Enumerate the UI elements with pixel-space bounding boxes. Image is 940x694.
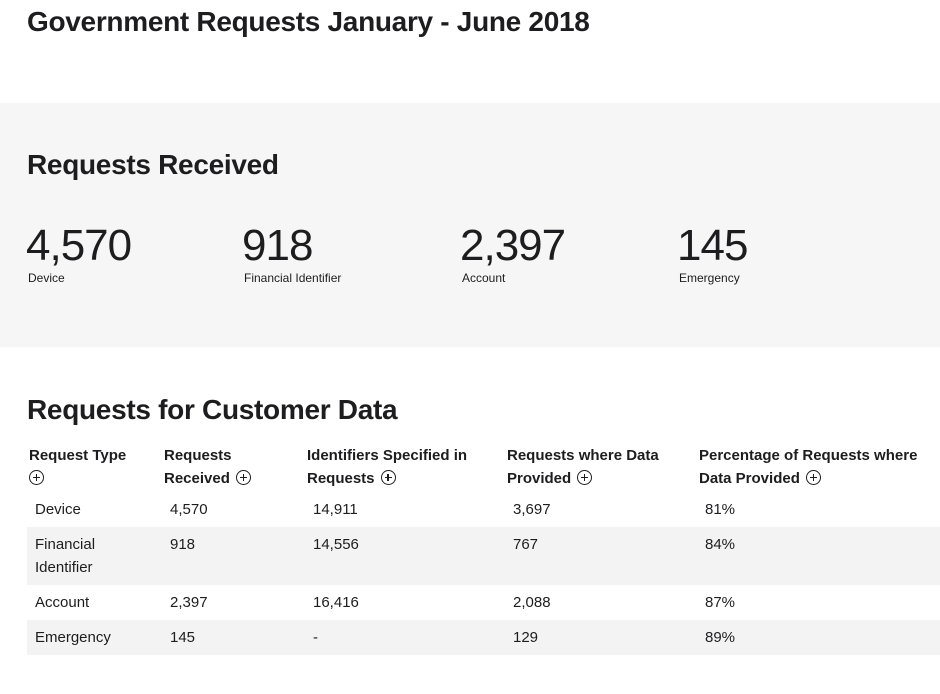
column-header-label: Percentage of Requests where Data Provid… <box>699 447 918 487</box>
plus-circle-icon[interactable] <box>806 470 822 485</box>
stat-label: Financial Identifier <box>244 271 342 285</box>
table-row: Financial Identifier 918 14,556 767 84% <box>27 527 940 585</box>
column-header-percentage: Percentage of Requests where Data Provid… <box>697 440 940 492</box>
column-header-label: Request Type <box>29 447 127 464</box>
column-header-label: Identifiers Specified in Requests <box>307 447 468 487</box>
plus-circle-icon[interactable] <box>236 470 252 485</box>
column-header-requests-received: Requests Received <box>162 440 305 492</box>
table-row: Device 4,570 14,911 3,697 81% <box>27 492 940 527</box>
stat-label: Device <box>28 271 65 285</box>
stat-value: 918 <box>242 221 313 270</box>
column-header-request-type: Request Type <box>27 440 162 492</box>
stat-value: 2,397 <box>460 221 566 270</box>
customer-data-title: Requests for Customer Data <box>27 394 398 425</box>
stat-value: 4,570 <box>26 221 132 270</box>
plus-circle-icon[interactable] <box>29 470 44 485</box>
stat-emergency: 145 Emergency <box>677 221 748 285</box>
column-header-identifiers-specified: Identifiers Specified in Requests <box>305 440 505 492</box>
cell-percentage: 81% <box>705 501 736 518</box>
table-row: Account 2,397 16,416 2,088 87% <box>27 585 940 620</box>
stat-value: 145 <box>677 221 748 270</box>
cell-percentage: 89% <box>697 620 940 655</box>
page-title: Government Requests January - June 2018 <box>27 6 590 37</box>
cell-request-type: Emergency <box>27 620 162 655</box>
table-header-row: Request Type Requests Received Identifie… <box>27 440 940 492</box>
cell-identifiers-specified: 14,911 <box>313 501 358 518</box>
customer-data-table: Request Type Requests Received Identifie… <box>27 440 940 655</box>
column-header-label: Requests Received <box>164 447 232 487</box>
cell-percentage: 87% <box>705 594 736 611</box>
cell-requests-received: 2,397 <box>170 594 208 611</box>
requests-received-section: Requests Received 4,570 Device 918 Finan… <box>0 103 940 347</box>
cell-data-provided: 3,697 <box>513 501 551 518</box>
cell-requests-received: 918 <box>162 527 305 585</box>
column-header-label: Requests where Data Provided <box>507 447 659 487</box>
table-row: Emergency 145 - 129 89% <box>27 620 940 655</box>
stat-account: 2,397 Account <box>460 221 566 285</box>
column-header-data-provided: Requests where Data Provided <box>505 440 697 492</box>
stat-device: 4,570 Device <box>26 221 132 285</box>
cell-percentage: 84% <box>697 527 940 585</box>
cell-request-type: Financial Identifier <box>27 527 162 585</box>
cell-data-provided: 129 <box>505 620 697 655</box>
cell-identifiers-specified: 14,556 <box>305 527 505 585</box>
cell-text: Financial Identifier <box>35 536 96 576</box>
plus-circle-icon[interactable] <box>380 470 396 485</box>
stat-label: Account <box>462 271 506 285</box>
stat-financial-identifier: 918 Financial Identifier <box>242 221 341 285</box>
cell-data-provided: 2,088 <box>513 594 551 611</box>
cell-request-type: Device <box>35 501 81 518</box>
cell-requests-received: 4,570 <box>170 501 208 518</box>
plus-circle-icon[interactable] <box>577 470 593 485</box>
cell-requests-received: 145 <box>162 620 305 655</box>
cell-identifiers-specified: 16,416 <box>313 594 359 611</box>
cell-request-type: Account <box>35 594 90 611</box>
requests-received-title: Requests Received <box>27 149 279 180</box>
stat-label: Emergency <box>679 271 740 285</box>
cell-data-provided: 767 <box>505 527 697 585</box>
cell-identifiers-specified: - <box>305 620 505 655</box>
